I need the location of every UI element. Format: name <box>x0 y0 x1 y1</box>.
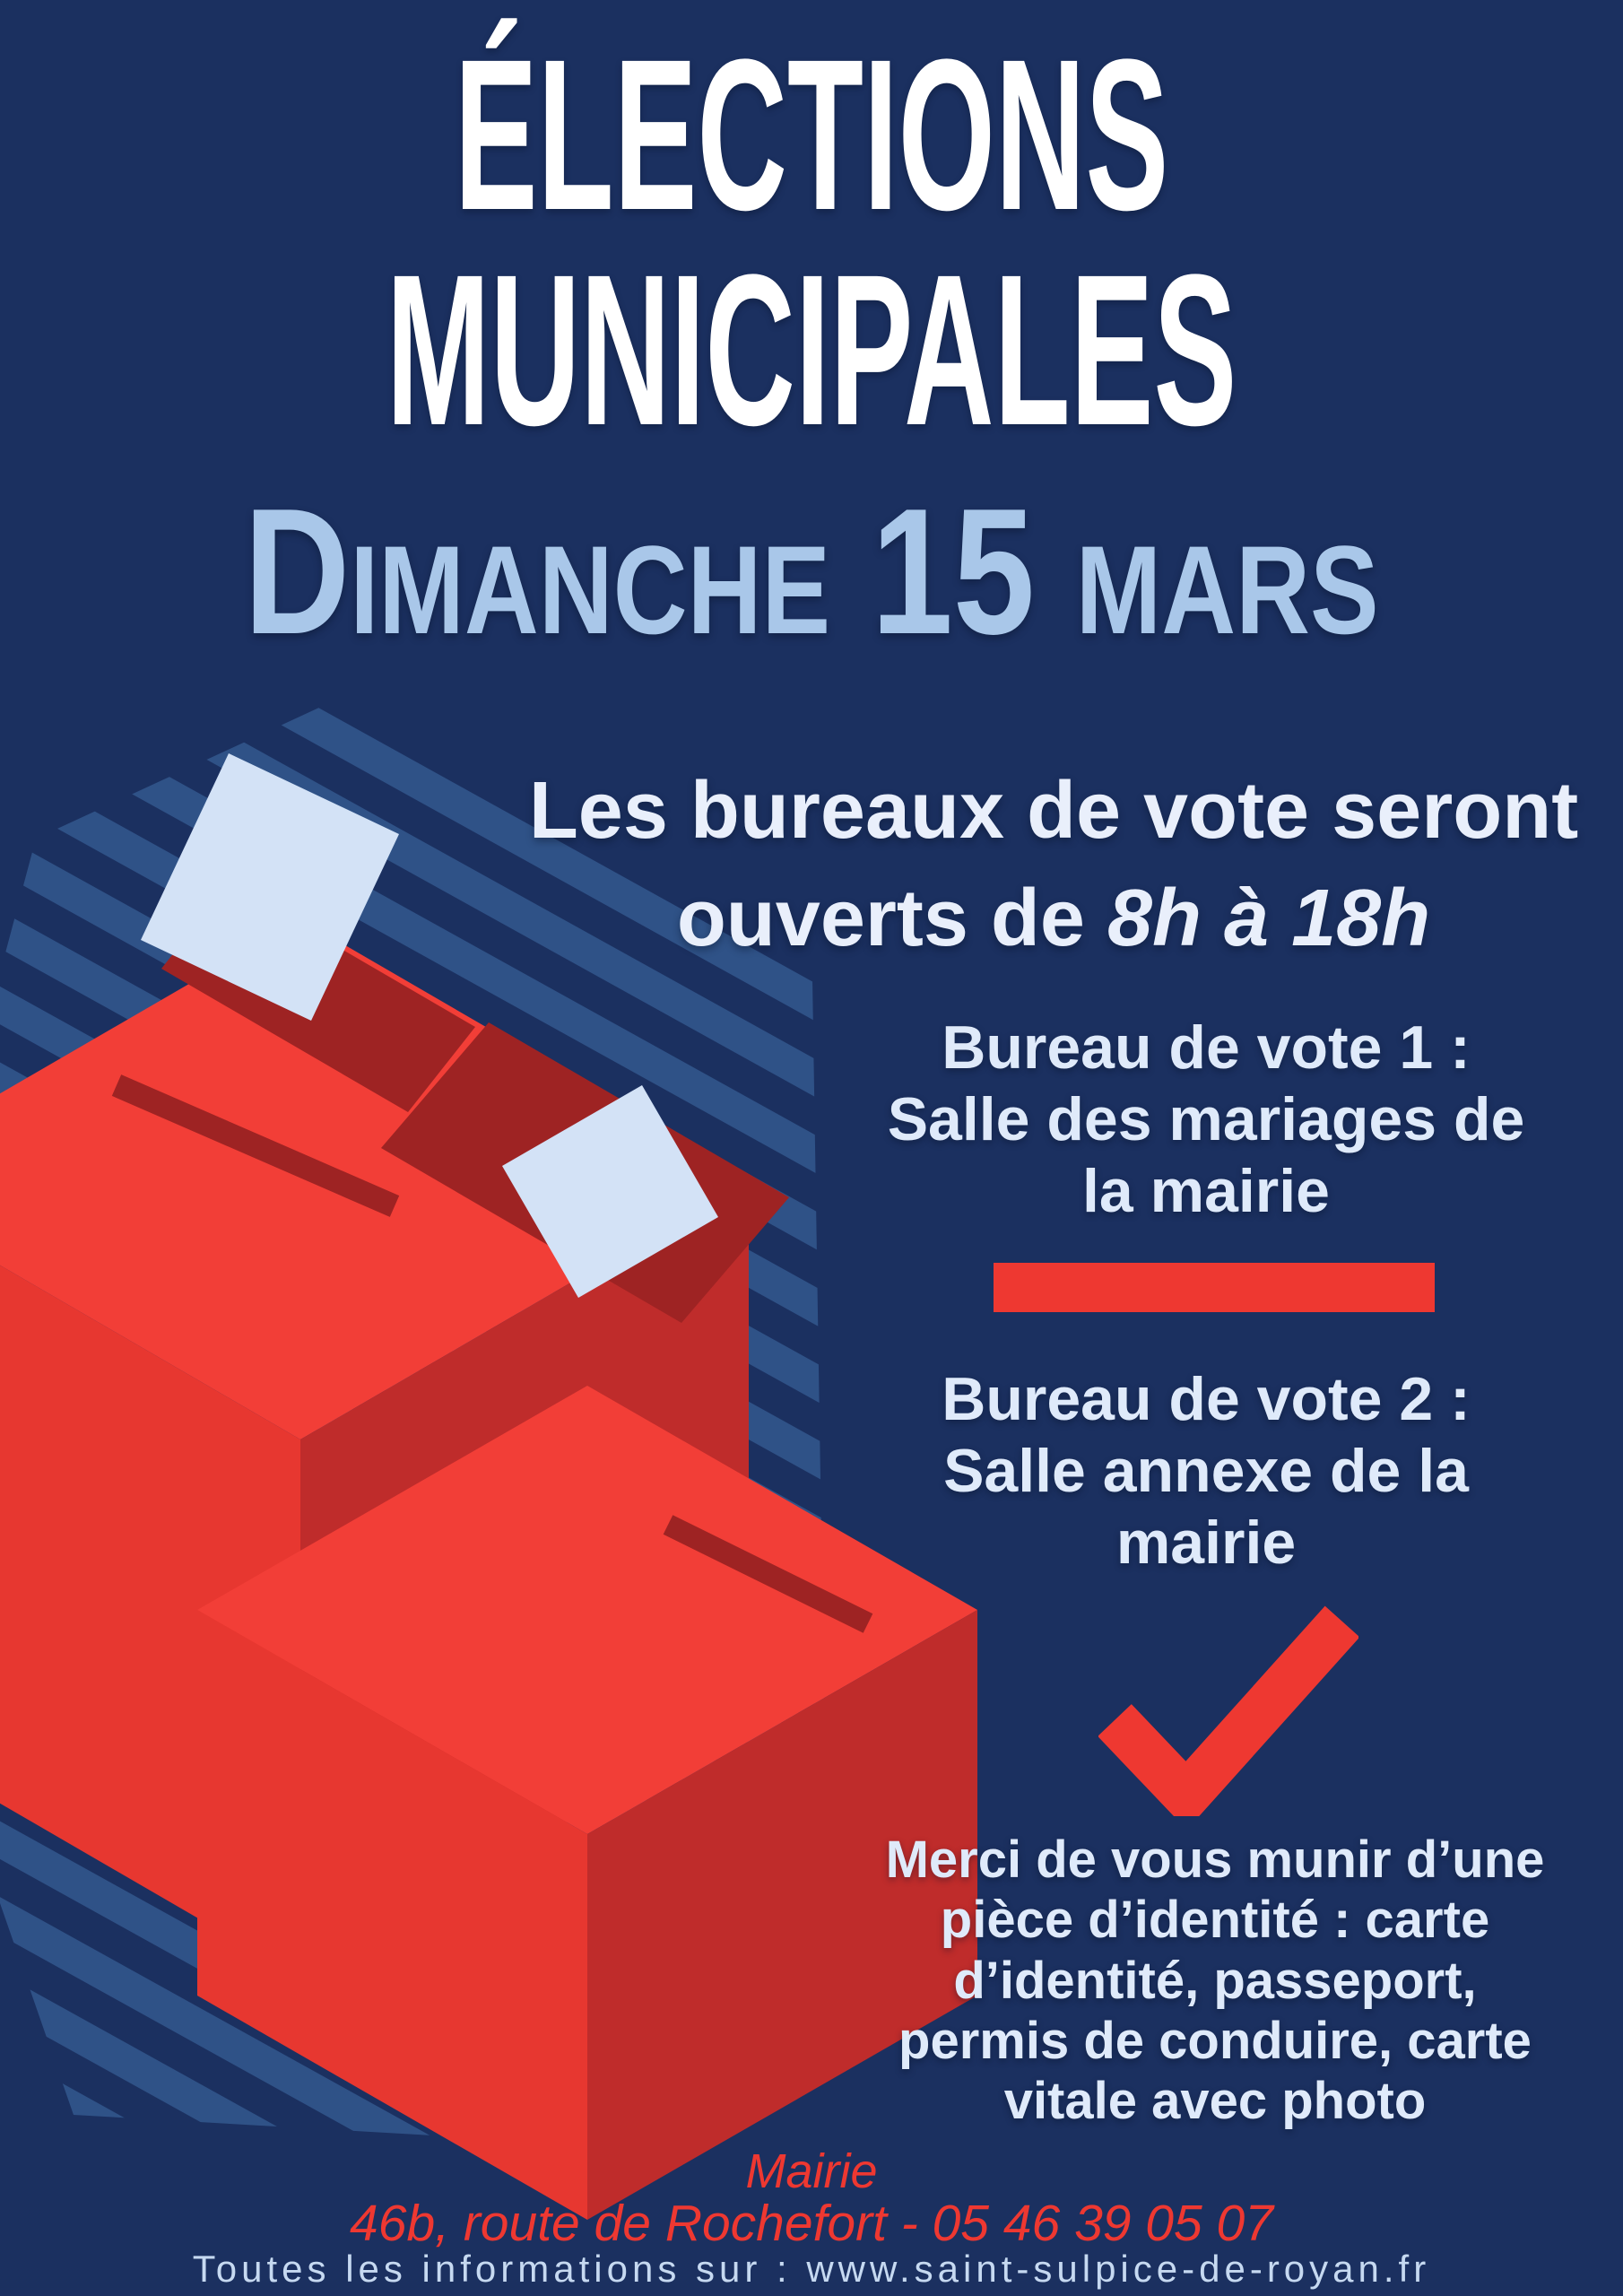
bureau-2-location-line-1: Salle annexe de la <box>943 1437 1469 1506</box>
poster-title: ÉLECTIONS MUNICIPALES <box>0 27 1623 457</box>
hours-line-2-text: ouverts de <box>676 873 1107 963</box>
small-box-left-face <box>197 1610 587 2220</box>
hours-time-range: 8h à 18h <box>1107 873 1431 963</box>
checkmark-icon <box>1098 1605 1358 1816</box>
bureau-1-location-line-1: Salle des mariages de <box>887 1085 1525 1154</box>
id-requirement-text: Merci de vous munir d’une pièce d’identi… <box>886 1830 1545 2131</box>
bureau-2-title: Bureau de vote 2 : <box>942 1365 1471 1433</box>
bureau-1-block: Bureau de vote 1 : Salle des mariages de… <box>888 1012 1525 1228</box>
footer-website-line: Toutes les informations sur : www.saint-… <box>192 2248 1431 2290</box>
large-box-slot-line <box>111 1074 400 1217</box>
small-box-right-face <box>587 1610 977 2220</box>
title-line-1: ÉLECTIONS <box>454 14 1169 255</box>
notice-line-3: d’identité, passeport, <box>953 1951 1477 2010</box>
notice-line-4: permis de conduire, carte <box>898 2011 1532 2070</box>
hours-line-2: ouverts de 8h à 18h <box>529 865 1578 973</box>
title-line-2: MUNICIPALES <box>386 230 1237 470</box>
footer-venue: Mairie <box>745 2144 878 2198</box>
bureau-2-block: Bureau de vote 2 : Salle annexe de la ma… <box>942 1363 1471 1579</box>
opening-hours-text: Les bureaux de vote seront ouverts de 8h… <box>529 758 1578 972</box>
ballot-paper-1 <box>141 753 399 1021</box>
bureau-1-location-line-2: la mairie <box>1082 1157 1330 1226</box>
notice-line-2: pièce d’identité : carte <box>940 1891 1490 1950</box>
large-box-top-face <box>0 919 749 1439</box>
small-box-slot-line <box>663 1515 873 1633</box>
divider-bar <box>994 1263 1435 1312</box>
checkmark-stroke <box>1098 1605 1358 1816</box>
footer-address-phone: 46b, route de Rochefort - 05 46 39 05 07 <box>350 2195 1273 2252</box>
notice-line-1: Merci de vous munir d’une <box>885 1831 1545 1889</box>
notice-line-5: vitale avec photo <box>1003 2072 1427 2131</box>
bureau-1-title: Bureau de vote 1 : <box>942 1013 1471 1082</box>
date-heading: Dimanche 15 mars <box>0 483 1623 662</box>
date-text: Dimanche 15 mars <box>244 472 1379 672</box>
hours-line-1: Les bureaux de vote seront <box>528 766 1579 856</box>
bureau-2-location-line-2: mairie <box>1115 1509 1297 1578</box>
ballot-paper-2 <box>502 1085 718 1298</box>
